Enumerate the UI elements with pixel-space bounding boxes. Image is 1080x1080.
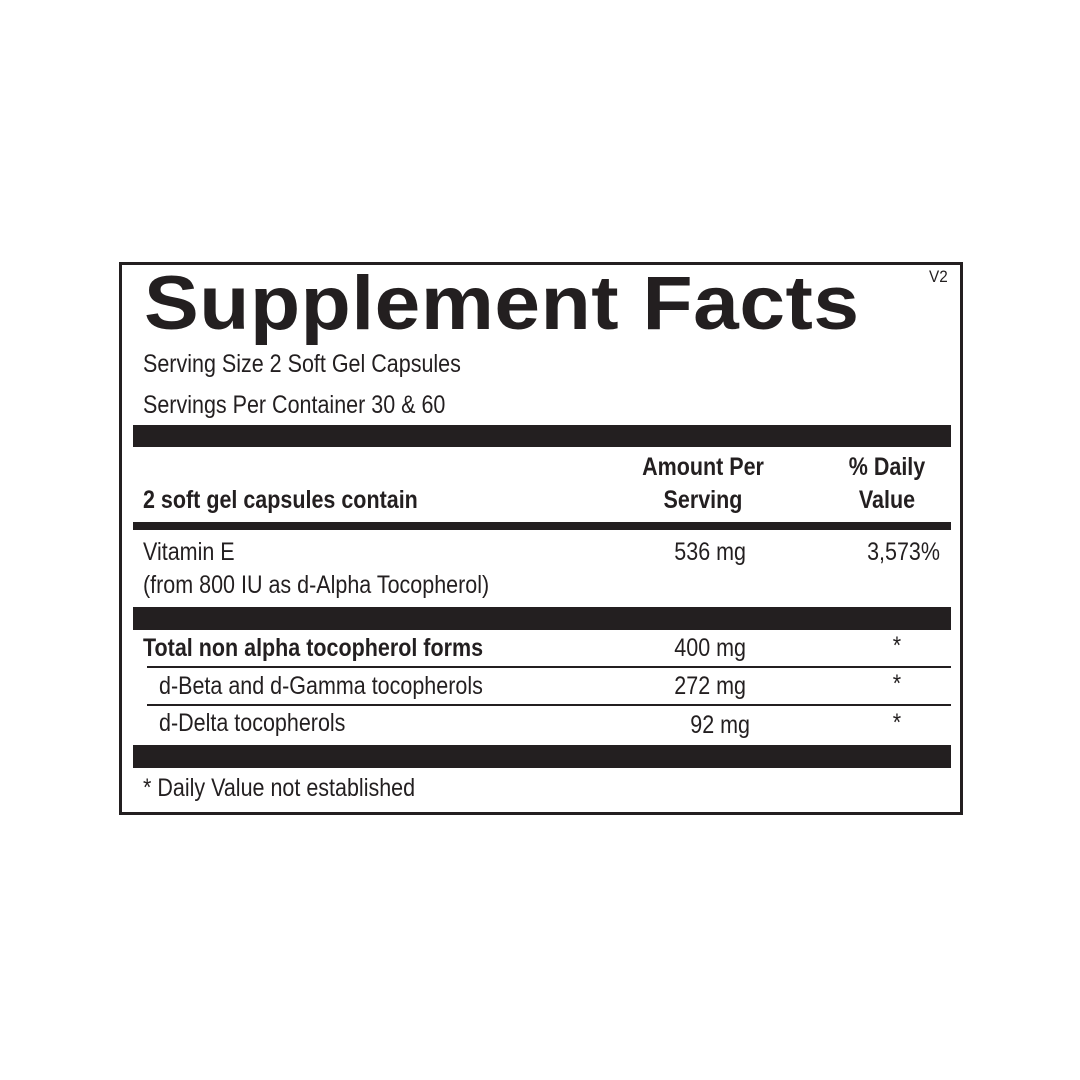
nutrient-dv: * bbox=[892, 709, 902, 737]
divider-bar bbox=[133, 425, 951, 447]
nutrient-dv: * bbox=[892, 632, 902, 660]
supplement-facts-panel bbox=[119, 262, 963, 815]
version-mark: V2 bbox=[929, 267, 948, 286]
nutrient-amount: 536 mg bbox=[674, 538, 746, 566]
nutrient-amount: 92 mg bbox=[690, 711, 750, 739]
nutrient-name: d-Delta tocopherols bbox=[159, 709, 346, 737]
nutrient-dv: * bbox=[892, 670, 902, 698]
header-dv-line1: % Daily bbox=[848, 453, 926, 481]
nutrient-amount: 400 mg bbox=[674, 634, 746, 662]
nutrient-amount: 272 mg bbox=[674, 672, 746, 700]
nutrient-name: Total non alpha tocopherol forms bbox=[143, 634, 484, 662]
row-divider bbox=[147, 704, 951, 706]
nutrient-name: Vitamin E bbox=[143, 538, 235, 566]
header-contains: 2 soft gel capsules contain bbox=[143, 486, 418, 514]
divider-bar bbox=[133, 745, 951, 768]
nutrient-dv: 3,573% bbox=[867, 538, 940, 566]
header-dv-line2: Value bbox=[858, 486, 916, 514]
nutrient-name: d-Beta and d-Gamma tocopherols bbox=[159, 672, 483, 700]
divider-bar bbox=[133, 607, 951, 630]
serving-size: Serving Size 2 Soft Gel Capsules bbox=[143, 350, 461, 378]
header-amount-line2: Serving bbox=[663, 486, 743, 514]
divider-bar bbox=[133, 522, 951, 530]
header-amount-line1: Amount Per bbox=[642, 453, 764, 481]
panel-title: Supplement Facts bbox=[144, 261, 860, 346]
servings-per-container: Servings Per Container 30 & 60 bbox=[143, 391, 446, 419]
row-divider bbox=[147, 666, 951, 668]
nutrient-source: (from 800 IU as d-Alpha Tocopherol) bbox=[143, 571, 490, 599]
footnote: * Daily Value not established bbox=[143, 774, 416, 802]
